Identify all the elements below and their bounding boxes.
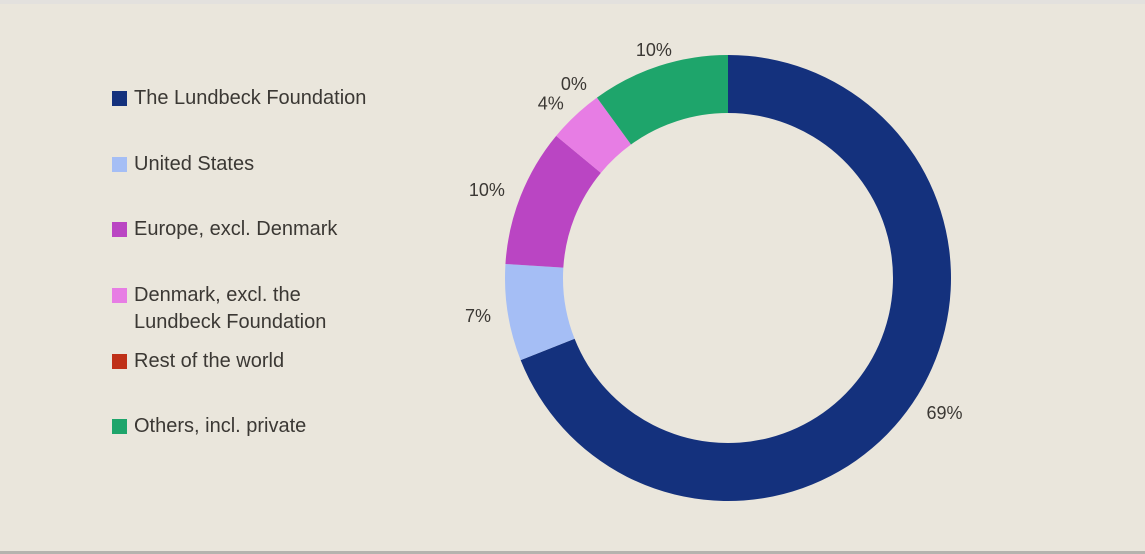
segment-data-label-2: 10% [469,180,505,200]
legend-item-denmark-excl-lundbeck-foundation: Denmark, excl. the Lundbeck Foundation [112,282,392,336]
legend-swatch-icon [112,91,127,106]
window-top-edge [0,0,1145,4]
legend-item-rest-of-the-world: Rest of the world [112,348,392,375]
legend-swatch-icon [112,157,127,172]
legend-item-europe-excl-denmark: Europe, excl. Denmark [112,216,392,243]
legend-label: Rest of the world [134,350,285,372]
segment-data-label-5: 10% [636,40,672,60]
donut-segment-1 [505,263,575,361]
segment-data-label-1: 7% [465,306,491,326]
window-bottom-edge [0,551,1145,554]
legend-item-others-incl-private: Others, incl. private [112,413,392,440]
legend-item-the-lundbeck-foundation: The Lundbeck Foundation [112,85,392,112]
legend-swatch-icon [112,222,127,237]
legend-swatch-icon [112,419,127,434]
legend-swatch-icon [112,288,127,303]
legend-item-united-states: United States [112,151,392,178]
segment-data-label-3: 4% [538,93,564,113]
segment-data-label-0: 69% [926,403,962,423]
donut-segment-5 [596,55,728,145]
legend-label: Denmark, excl. the Lundbeck Foundation [134,284,327,333]
segment-data-label-4: 0% [561,74,587,94]
donut-segment-3 [556,97,632,173]
legend-label: Europe, excl. Denmark [134,218,338,240]
chart-legend: The Lundbeck Foundation United States Eu… [112,0,412,554]
legend-label: The Lundbeck Foundation [134,87,367,109]
donut-segment-2 [505,135,601,268]
legend-label: Others, incl. private [134,415,307,437]
legend-swatch-icon [112,354,127,369]
legend-label: United States [134,153,255,175]
